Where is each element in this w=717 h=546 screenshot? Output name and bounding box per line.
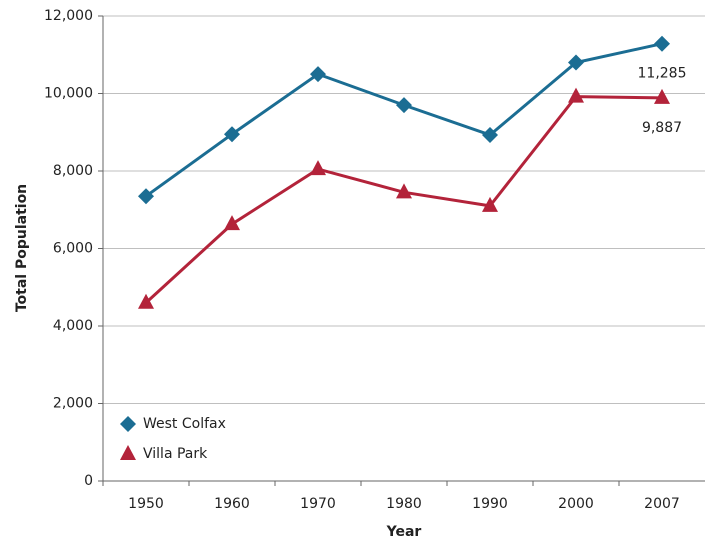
data-point [138, 188, 154, 205]
y-tick-label: 2,000 [53, 396, 93, 412]
data-point [310, 66, 326, 83]
x-tick-label: 1990 [472, 496, 508, 512]
data-point [138, 293, 154, 309]
legend-label: West Colfax [143, 416, 226, 432]
data-point [396, 97, 412, 114]
data-point [568, 87, 584, 103]
y-tick-label: 8,000 [53, 163, 93, 179]
legend-marker [120, 416, 136, 432]
x-tick-label: 1970 [300, 496, 336, 512]
data-label: 11,285 [638, 66, 687, 82]
series-line [145, 42, 663, 198]
data-point [396, 183, 412, 199]
data-point [654, 88, 670, 104]
x-tick-label: 2000 [558, 496, 594, 512]
y-axis-label: Total Population [14, 184, 30, 312]
series-line [144, 95, 663, 304]
y-tick-label: 10,000 [44, 86, 93, 102]
y-tick-label: 0 [84, 473, 93, 489]
data-point [310, 160, 326, 176]
x-tick-label: 1980 [386, 496, 422, 512]
y-tick-label: 12,000 [44, 8, 93, 24]
data-label: 9,887 [642, 120, 682, 136]
data-point [482, 126, 498, 143]
data-point [224, 215, 240, 231]
data-point [568, 54, 584, 71]
x-tick-label: 1950 [128, 496, 164, 512]
x-tick-label: 1960 [214, 496, 250, 512]
legend-marker [120, 445, 136, 460]
y-tick-label: 6,000 [53, 241, 93, 257]
data-point [654, 35, 670, 52]
legend-label: Villa Park [143, 446, 208, 462]
y-tick-label: 4,000 [53, 318, 93, 334]
x-axis-label: Year [386, 524, 422, 540]
data-point [224, 126, 240, 143]
data-point [482, 196, 498, 212]
x-tick-label: 2007 [644, 496, 680, 512]
